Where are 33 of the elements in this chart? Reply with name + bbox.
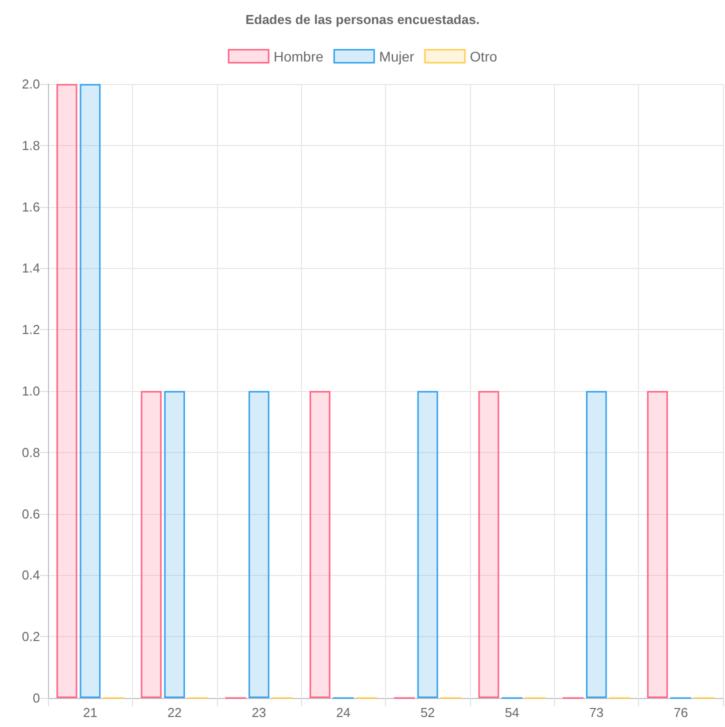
chart-title: Edades de las personas encuestadas.: [245, 12, 480, 27]
legend-label: Otro: [470, 48, 498, 64]
legend-label: Mujer: [379, 48, 414, 64]
y-tick-label: 0: [32, 690, 40, 706]
x-tick-label: 54: [504, 705, 520, 720]
y-tick-label: 0.2: [22, 629, 40, 644]
bar: [310, 391, 330, 698]
y-tick-label: 1.4: [22, 260, 40, 276]
x-tick-label: 52: [420, 705, 435, 720]
bar: [248, 391, 270, 698]
legend-label: Hombre: [274, 48, 324, 64]
y-tick-label: 1.0: [22, 384, 40, 398]
bar: [586, 391, 607, 698]
x-tick-label: 21: [82, 705, 98, 720]
y-tick-label: 2.0: [22, 76, 40, 92]
x-tick-label: 76: [674, 705, 688, 720]
x-tick-label: 23: [252, 705, 266, 720]
y-tick-label: 1.2: [22, 322, 40, 338]
bar: [417, 391, 438, 698]
bar: [56, 84, 78, 698]
y-tick-label: 0.6: [22, 506, 40, 522]
x-tick-label: 24: [336, 705, 351, 720]
x-tick-label: 73: [589, 705, 604, 720]
bar: [478, 391, 500, 698]
bar: [164, 391, 185, 698]
y-tick-label: 0.8: [22, 444, 40, 460]
bar: [647, 391, 668, 698]
x-tick-label: 22: [167, 705, 182, 720]
y-tick-label: 1.8: [22, 138, 40, 153]
y-tick-label: 1.6: [22, 199, 40, 214]
y-tick-label: 0.4: [22, 568, 40, 583]
bar: [140, 391, 162, 698]
bar: [80, 84, 101, 698]
